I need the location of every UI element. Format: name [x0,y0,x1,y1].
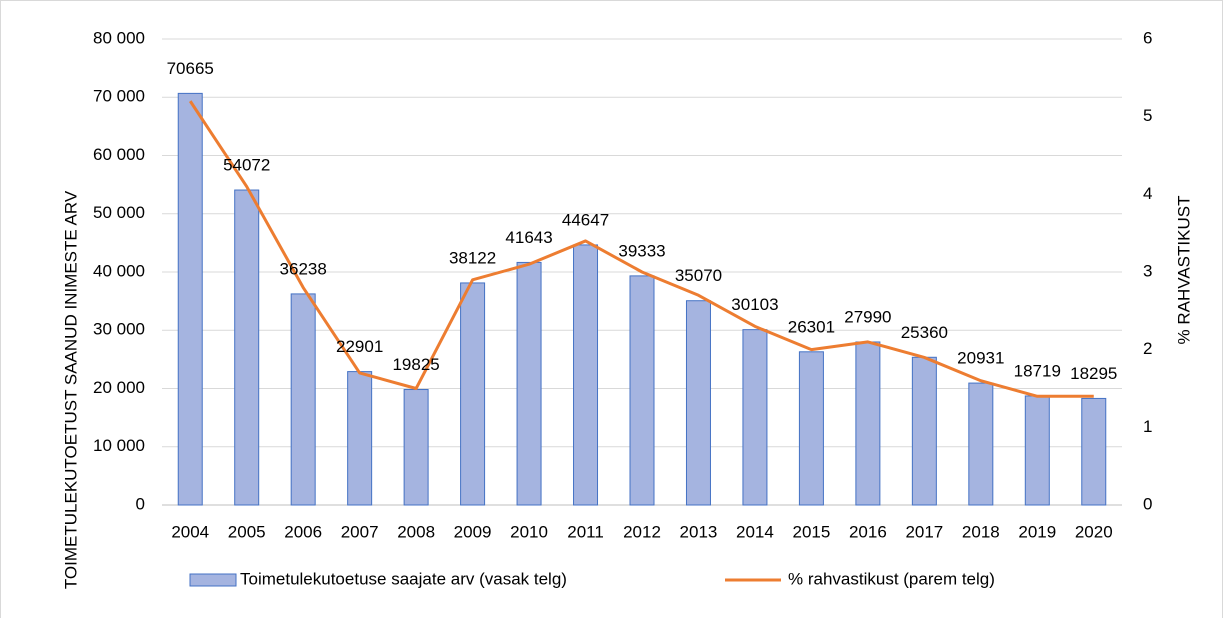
data-label: 19825 [392,355,439,374]
y-tick-label: 40 000 [93,261,145,280]
data-label: 18295 [1070,364,1117,383]
line [188,100,1094,398]
bar [234,189,260,506]
y2-tick-label: 6 [1143,28,1152,47]
data-label: 22901 [336,337,383,356]
data-label: 38122 [449,248,496,267]
bar [573,244,599,506]
bar [347,371,373,506]
bar [403,389,429,506]
bar [742,329,768,506]
y-tick-label: 0 [136,494,145,513]
y-axis-title: TOIMETULEKUTOETUST SAANUD INIMESTE ARV [61,190,80,589]
data-label: 54072 [223,156,270,175]
bar [911,356,937,506]
x-tick-label: 2020 [1075,522,1113,541]
x-tick-label: 2013 [680,522,718,541]
data-label: 30103 [731,295,778,314]
bar [855,341,881,506]
x-tick-label: 2014 [736,522,774,541]
x-tick-label: 2012 [623,522,661,541]
y2-axis-title: % RAHVASTIKUST [1174,196,1193,345]
y2-tick-label: 3 [1143,261,1152,280]
bar [968,382,994,506]
y2-tick-label: 4 [1143,184,1152,203]
bar [460,282,486,506]
data-label: 27990 [844,307,891,326]
y-tick-label: 60 000 [93,145,145,164]
y-tick-label: 50 000 [93,203,145,222]
x-tick-label: 2018 [962,522,1000,541]
x-tick-label: 2016 [849,522,887,541]
data-label: 25360 [901,323,948,342]
x-tick-label: 2011 [567,522,604,541]
x-tick-label: 2008 [397,522,435,541]
bar [177,92,203,506]
x-tick-label: 2010 [510,522,548,541]
legend-label: Toimetulekutoetuse saajate arv (vasak te… [240,569,567,588]
y2-tick-label: 0 [1143,494,1152,513]
bar [1081,397,1107,506]
y2-tick-label: 5 [1143,106,1152,125]
data-label: 44647 [562,210,609,229]
bar [685,300,711,506]
bar [516,261,542,506]
data-label: 20931 [957,349,1004,368]
bar [798,351,824,506]
x-tick-label: 2019 [1018,522,1056,541]
x-tick-label: 2009 [454,522,492,541]
data-label: 26301 [788,317,835,336]
x-tick-label: 2005 [228,522,266,541]
bar [629,275,655,506]
data-label: 36238 [280,259,327,278]
data-label: 18719 [1014,361,1061,380]
x-tick-label: 2015 [792,522,830,541]
x-tick-label: 2006 [284,522,322,541]
y-tick-label: 80 000 [93,28,145,47]
bar [290,293,316,506]
x-tick-label: 2017 [905,522,943,541]
bar [1024,395,1050,506]
y2-tick-label: 1 [1143,417,1152,436]
x-tick-label: 2007 [341,522,379,541]
x-tick-label: 2004 [171,522,209,541]
y-tick-label: 10 000 [93,436,145,455]
y-tick-label: 20 000 [93,378,145,397]
legend-swatch [189,573,237,587]
y-tick-label: 30 000 [93,320,145,339]
y2-tick-label: 2 [1143,339,1152,358]
legend-label: % rahvastikust (parem telg) [788,569,995,588]
y-tick-label: 70 000 [93,87,145,106]
data-label: 35070 [675,266,722,285]
data-label: 39333 [618,241,665,260]
data-label: 41643 [505,228,552,247]
data-label: 70665 [167,59,214,78]
